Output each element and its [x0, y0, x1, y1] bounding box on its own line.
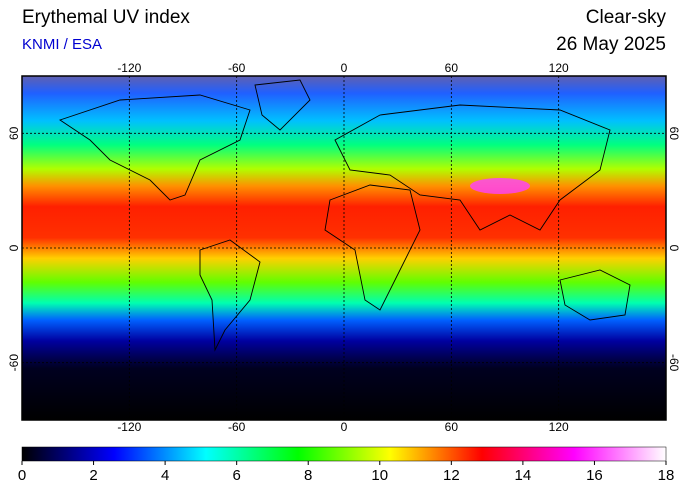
- colorbar-tick-label: 12: [443, 467, 460, 484]
- colorbar: [21, 446, 667, 462]
- x-tick-label-bottom: 60: [445, 420, 459, 434]
- subtitle: KNMI / ESA: [22, 36, 102, 53]
- y-tick-label-right: 0: [667, 245, 681, 252]
- y-tick-label-left: -60: [7, 354, 21, 372]
- colorbar-tick-label: 18: [658, 467, 675, 484]
- x-tick-label-top: 60: [445, 61, 459, 75]
- x-tick-label-bottom: 0: [341, 420, 348, 434]
- colorbar-tick-label: 2: [89, 467, 97, 484]
- x-tick-label-top: 0: [341, 61, 348, 75]
- map-frame: [21, 75, 667, 421]
- colorbar-tick-label: 8: [304, 467, 312, 484]
- x-tick-label-top: 120: [549, 61, 569, 75]
- x-tick-label-bottom: -60: [228, 420, 246, 434]
- y-tick-label-left: 0: [7, 244, 21, 251]
- x-tick-label-bottom: -120: [117, 420, 141, 434]
- y-tick-label-right: 60: [667, 127, 681, 141]
- colorbar-tick-label: 14: [515, 467, 532, 484]
- y-tick-label-right: -60: [667, 354, 681, 372]
- x-tick-label-bottom: 120: [549, 420, 569, 434]
- colorbar-tick-label: 0: [18, 467, 26, 484]
- y-tick-label-left: 60: [7, 126, 21, 140]
- x-tick-label-top: -60: [228, 61, 246, 75]
- colorbar-tick-label: 10: [371, 467, 388, 484]
- colorbar-tick-label: 4: [161, 467, 169, 484]
- colorbar-tick-label: 6: [232, 467, 240, 484]
- coastlines: [58, 79, 631, 352]
- title: Erythemal UV index: [22, 7, 190, 28]
- tibet-maximum: [470, 178, 530, 194]
- x-tick-label-top: -120: [117, 61, 141, 75]
- colorbar-tick-label: 16: [586, 467, 603, 484]
- mode: Clear-sky: [586, 7, 667, 28]
- date: 26 May 2025: [556, 34, 666, 55]
